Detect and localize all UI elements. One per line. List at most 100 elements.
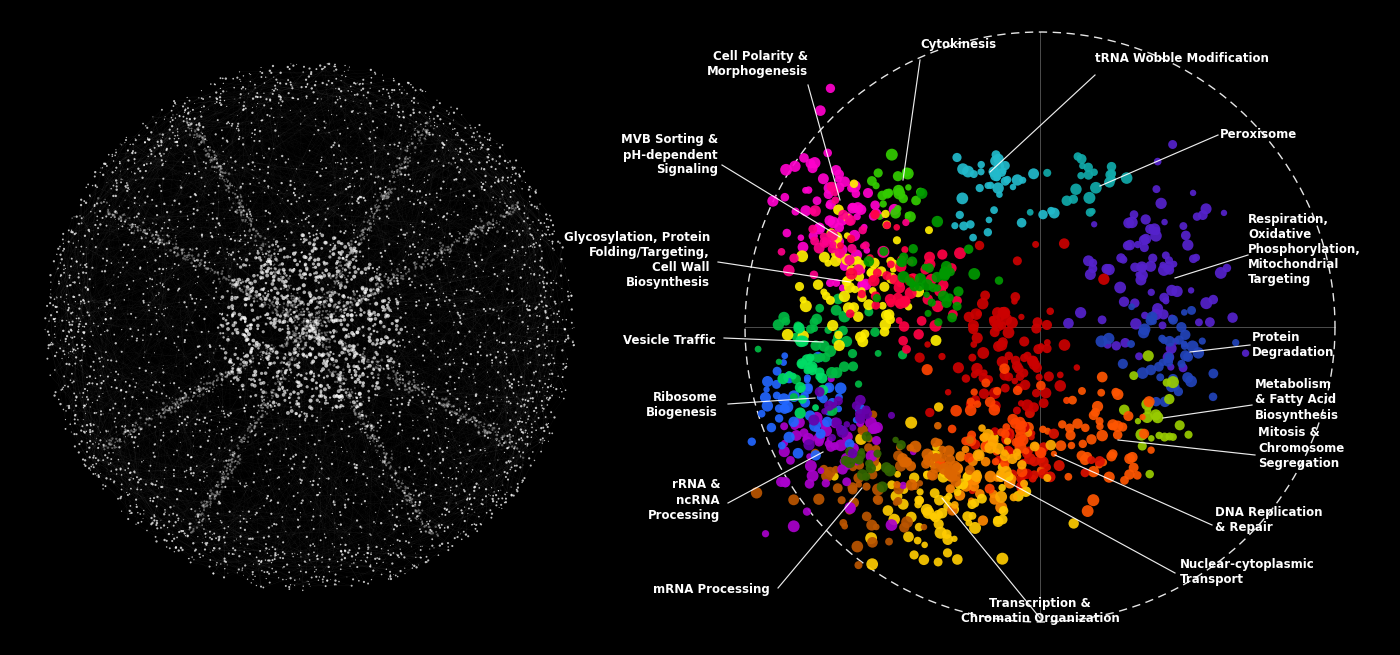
Point <box>158 393 181 403</box>
Point <box>221 288 244 299</box>
Point <box>239 149 262 160</box>
Point <box>1057 318 1079 329</box>
Point <box>386 296 409 307</box>
Point <box>417 337 440 348</box>
Point <box>531 253 553 263</box>
Point <box>524 250 546 260</box>
Point <box>465 164 487 174</box>
Point <box>322 309 344 320</box>
Point <box>402 239 424 250</box>
Point <box>326 391 349 402</box>
Point <box>773 421 795 432</box>
Point <box>388 328 410 338</box>
Point <box>466 286 489 297</box>
Point <box>410 262 433 272</box>
Point <box>329 510 351 520</box>
Point <box>447 309 469 320</box>
Point <box>393 563 416 573</box>
Point <box>519 241 542 252</box>
Point <box>500 489 522 500</box>
Point <box>532 403 554 414</box>
Point <box>535 229 557 240</box>
Point <box>417 449 440 460</box>
Point <box>335 172 357 183</box>
Point <box>412 234 434 245</box>
Point <box>343 361 365 371</box>
Point <box>959 435 981 445</box>
Point <box>197 431 220 441</box>
Point <box>263 263 286 273</box>
Point <box>147 483 169 493</box>
Point <box>227 125 249 136</box>
Point <box>351 407 374 417</box>
Point <box>153 509 175 519</box>
Point <box>185 190 207 200</box>
Point <box>423 498 445 509</box>
Point <box>161 529 183 540</box>
Point <box>346 348 368 359</box>
Point <box>241 300 263 310</box>
Point <box>259 359 281 369</box>
Point <box>126 222 148 233</box>
Point <box>199 495 221 505</box>
Point <box>168 527 190 537</box>
Point <box>127 187 150 197</box>
Point <box>531 438 553 449</box>
Point <box>1121 452 1144 462</box>
Point <box>326 523 349 534</box>
Point <box>150 140 172 151</box>
Point <box>490 503 512 514</box>
Point <box>1043 428 1065 439</box>
Point <box>80 362 102 372</box>
Point <box>445 462 468 473</box>
Point <box>241 379 263 390</box>
Point <box>476 134 498 145</box>
Point <box>220 234 242 244</box>
Point <box>771 373 794 384</box>
Point <box>321 368 343 379</box>
Point <box>798 479 820 489</box>
Point <box>287 388 309 399</box>
Point <box>482 358 504 368</box>
Point <box>799 159 822 169</box>
Point <box>476 428 498 439</box>
Point <box>300 312 322 323</box>
Point <box>73 402 95 413</box>
Point <box>174 335 196 345</box>
Point <box>298 325 321 335</box>
Point <box>858 434 881 444</box>
Point <box>49 241 71 252</box>
Point <box>176 531 199 542</box>
Point <box>340 246 363 256</box>
Point <box>493 212 515 222</box>
Point <box>270 100 293 111</box>
Point <box>252 241 274 252</box>
Point <box>195 496 217 507</box>
Point <box>231 437 253 447</box>
Point <box>400 532 423 542</box>
Point <box>190 172 213 183</box>
Point <box>202 384 224 394</box>
Point <box>118 514 140 524</box>
Point <box>267 377 290 387</box>
Point <box>393 264 416 274</box>
Point <box>497 279 519 290</box>
Point <box>87 455 109 466</box>
Point <box>431 400 454 411</box>
Point <box>333 253 356 264</box>
Point <box>1141 253 1163 263</box>
Point <box>297 79 319 89</box>
Point <box>153 427 175 438</box>
Point <box>216 244 238 254</box>
Point <box>204 187 227 198</box>
Point <box>223 276 245 286</box>
Point <box>277 301 300 311</box>
Point <box>207 391 230 402</box>
Point <box>840 272 862 283</box>
Point <box>426 192 448 202</box>
Point <box>90 406 112 417</box>
Point <box>225 123 248 134</box>
Point <box>508 228 531 238</box>
Point <box>991 514 1014 525</box>
Point <box>241 420 263 430</box>
